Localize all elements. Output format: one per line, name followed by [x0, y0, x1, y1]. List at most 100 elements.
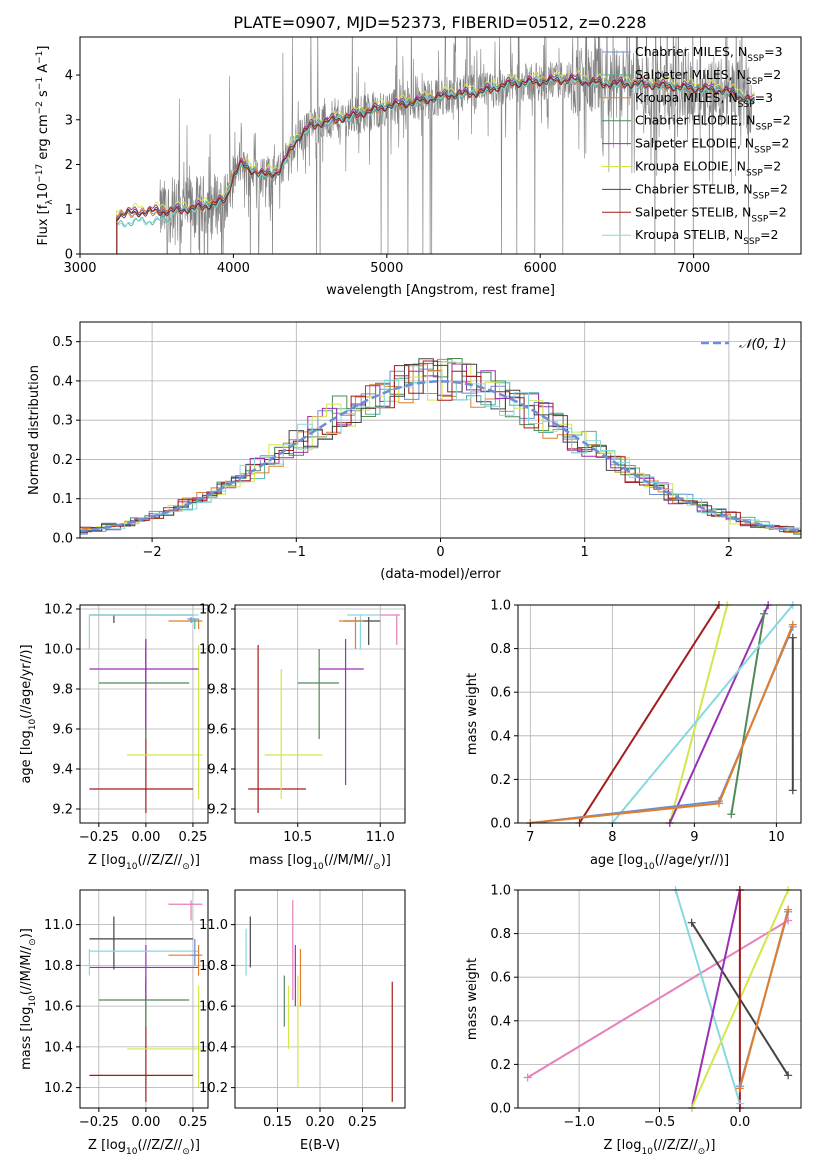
mass-weight-marker [523, 1073, 532, 1082]
plot-area [88, 614, 203, 813]
ytick-label: 11.0 [44, 918, 73, 933]
plot-area [527, 890, 790, 1108]
ytick-label: 10.0 [44, 643, 73, 658]
ytick-label: 10.2 [44, 603, 73, 618]
mass-weight-marker [784, 916, 793, 925]
ytick-label: 0.3 [52, 414, 73, 429]
xtick-label: 0 [436, 545, 444, 560]
ytick-label: 0.1 [52, 492, 73, 507]
xtick-label: 0.00 [131, 1115, 160, 1130]
legend-label: Chabrier MILES, NSSP=3 [635, 44, 783, 64]
mass-weight-marker [788, 633, 797, 642]
legend-label: Salpeter MILES, NSSP=2 [635, 67, 781, 87]
figure-title: PLATE=0907, MJD=52373, FIBERID=0512, z=0… [233, 13, 646, 32]
mass-weight-marker [687, 918, 696, 927]
mass-weight-marker [735, 1084, 744, 1093]
panel-mass_vs_Z: −0.25 0.00 0.25 10.2 10.4 10.6 10.8 11.0 Z [log1… [19, 889, 209, 1157]
ytick-label: 11.0 [199, 918, 228, 933]
xtick-label: 5000 [370, 261, 403, 276]
mass-weight-line-kroupa-elodie [668, 605, 729, 823]
massweight_vs_Z-xlabel: Z [log10(//Z/Z//⊙)] [604, 1138, 716, 1157]
xtick-label: 3000 [63, 261, 96, 276]
axes-frame [517, 604, 802, 824]
ytick-label: 0.4 [490, 729, 511, 744]
ytick-label: 0.2 [490, 1058, 511, 1073]
plot-area [248, 614, 401, 813]
histogram-salpeter-stelib [80, 360, 801, 533]
age_vs_Z-ylabel: age [log10(//age/yr//)] [19, 644, 38, 783]
xtick-label: 0.25 [348, 1115, 377, 1130]
xtick-label: 0.0 [730, 1115, 751, 1130]
ytick-label: 1.0 [490, 599, 511, 614]
mass-weight-line-chabrier-elodie [730, 613, 766, 815]
ytick-label: 10.2 [44, 1081, 73, 1096]
massweight_vs_age-ylabel: mass weight [465, 673, 480, 755]
mass-weight-marker [784, 905, 793, 914]
xtick-label: 7 [526, 830, 534, 845]
plot-area [88, 900, 203, 1102]
axes-frame [79, 36, 802, 255]
xtick-label: 0.00 [131, 830, 160, 845]
ytick-label: 0.0 [52, 532, 73, 547]
panel-spectrum: 3000 4000 5000 6000 7000 0 1 2 3 4 wavelength [Ang… [35, 36, 802, 298]
xtick-label: 2 [725, 545, 733, 560]
panel-age_vs_mass: 10.5 11.0 9.2 9.4 9.6 9.8 10.0 10.2 mass [log10(… [199, 603, 406, 872]
plot-area [80, 358, 801, 535]
ytick-label: 9.4 [52, 763, 73, 778]
mass-weight-marker [760, 609, 769, 618]
residuals-xlabel: (data-model)/error [380, 567, 501, 582]
panel-massweight_vs_Z: −1.0 −0.5 0.0 0.0 0.2 0.4 0.6 0.8 1.0 Z [log10(//… [465, 884, 802, 1157]
ytick-label: 9.4 [207, 763, 228, 778]
ytick-label: 9.8 [207, 683, 228, 698]
ytick-label: 0.2 [490, 773, 511, 788]
plot-area [530, 605, 794, 823]
xtick-label: 9 [690, 830, 698, 845]
xtick-label: 10 [768, 830, 785, 845]
xtick-label: −0.25 [79, 830, 119, 845]
ytick-label: 0.2 [52, 453, 73, 468]
mass-weight-marker [714, 799, 723, 808]
ytick-label: 10.2 [199, 603, 228, 618]
massweight_vs_age-xlabel: age [log10(//age/yr//)] [590, 853, 729, 872]
ytick-label: 0.6 [490, 971, 511, 986]
axes-frame [79, 604, 209, 824]
xtick-label: −1 [287, 545, 306, 560]
xtick-label: −2 [143, 545, 162, 560]
ytick-label: 10.4 [44, 1040, 73, 1055]
ytick-label: 0.8 [490, 927, 511, 942]
ytick-label: 10.8 [199, 959, 228, 974]
xtick-label: 6000 [524, 261, 557, 276]
legend-label: Kroupa MILES, NSSP=3 [635, 90, 773, 110]
spectrum-ylabel: Flux [fλ10−17 erg cm−2 s−1 A−1] [35, 46, 55, 246]
legend-label: Chabrier ELODIE, NSSP=2 [635, 113, 791, 133]
ytick-label: 0.0 [490, 817, 511, 832]
spectrum-data-line [159, 37, 753, 254]
xtick-label: 8 [608, 830, 616, 845]
mass-weight-line-salpeter-elodie [668, 605, 770, 823]
age_vs_Z-xlabel: Z [log10(//Z/Z//⊙)] [88, 853, 200, 872]
xtick-label: −1.0 [563, 1115, 595, 1130]
xtick-label: 11.0 [366, 830, 395, 845]
legend-label: Salpeter ELODIE, NSSP=2 [635, 136, 789, 156]
mass-weight-line-kroupa-stelib [674, 890, 741, 1104]
mass-weight-line-chabrier-miles [530, 626, 794, 823]
ytick-label: 0.0 [490, 1102, 511, 1117]
mass_vs_Z-ylabel: mass [log10(//M/M//⊙)] [19, 928, 38, 1070]
mass-weight-line-salpeter-elodie [690, 890, 741, 1108]
model-line-salpeter-stelib [116, 74, 755, 254]
axes-frame [234, 604, 406, 824]
legend-label: Kroupa ELODIE, NSSP=2 [635, 159, 781, 179]
ytick-label: 4 [65, 69, 73, 84]
histogram-chabrier-stelib [80, 358, 801, 534]
ytick-label: 0.5 [52, 335, 73, 350]
panel-residuals: −2 −1 0 1 2 0.0 0.1 0.2 0.3 0.4 0.5 𝒩(0, 1) (data-mo… [27, 321, 802, 582]
histogram-kroupa-elodie [81, 361, 801, 533]
xtick-label: 0.20 [306, 1115, 335, 1130]
spectrum-xlabel: wavelength [Angstrom, rest frame] [326, 283, 555, 298]
mass-weight-line-salpeter-stelib [578, 605, 720, 823]
xtick-label: 0.25 [178, 830, 207, 845]
xtick-label: 10.5 [283, 830, 312, 845]
panel-age_vs_Z: −0.25 0.00 0.25 9.2 9.4 9.6 9.8 10.0 10.2 Z [log1… [19, 603, 209, 872]
age_vs_mass-xlabel: mass [log10(//M/M//⊙)] [249, 853, 391, 872]
xtick-label: 7000 [677, 261, 710, 276]
